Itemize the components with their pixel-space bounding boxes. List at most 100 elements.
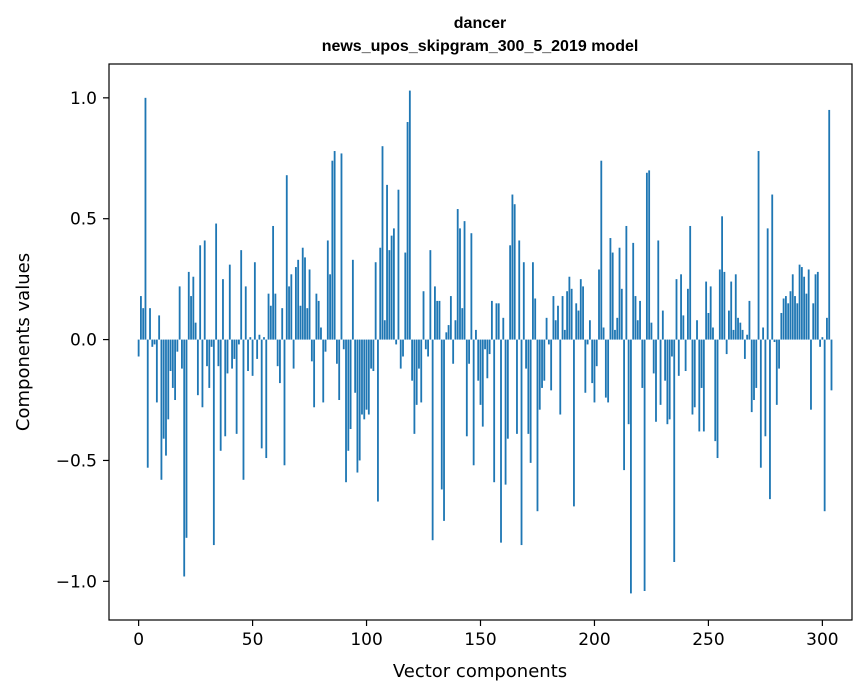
bar-component-119 (408, 90, 411, 340)
bar-component-265 (741, 329, 744, 340)
bar-component-266 (743, 339, 746, 359)
bar-component-272 (757, 151, 760, 340)
bar-component-143 (463, 221, 466, 340)
bar-component-1 (140, 296, 142, 340)
bar-component-48 (247, 339, 249, 372)
bar-component-204 (602, 327, 605, 340)
bar-component-88 (338, 339, 341, 401)
bar-component-183 (554, 320, 557, 340)
bar-component-20 (183, 339, 186, 577)
bar-component-154 (488, 339, 491, 355)
bar-component-271 (755, 339, 758, 388)
bar-component-106 (379, 247, 382, 340)
bar-component-146 (470, 233, 473, 340)
bar-component-91 (345, 339, 347, 483)
bar-component-177 (541, 339, 543, 388)
bar-component-23 (190, 296, 192, 340)
bar-component-196 (584, 339, 587, 393)
bar-component-46 (242, 339, 245, 480)
bar-component-235 (673, 339, 676, 562)
bar-component-24 (192, 276, 195, 340)
bar-component-137 (449, 296, 452, 340)
bar-component-153 (486, 339, 489, 379)
bar-component-44 (238, 339, 240, 345)
bar-component-69 (294, 267, 297, 340)
x-tick-label: 250 (692, 630, 724, 650)
bar-component-195 (582, 286, 584, 340)
bar-component-157 (495, 303, 498, 340)
bar-component-131 (436, 300, 439, 340)
bar-component-56 (265, 339, 268, 459)
bar-component-132 (438, 300, 441, 340)
bar-component-167 (518, 240, 521, 340)
bar-component-102 (370, 339, 373, 369)
bar-component-82 (324, 339, 327, 352)
bar-component-62 (279, 339, 281, 384)
bar-component-238 (680, 274, 682, 340)
bar-component-254 (716, 339, 719, 459)
bar-component-126 (424, 339, 427, 350)
bar-component-152 (484, 339, 486, 350)
bar-component-13 (167, 339, 170, 420)
bar-component-166 (516, 339, 518, 434)
bar-component-133 (440, 339, 443, 490)
bar-component-17 (176, 339, 179, 352)
bar-component-27 (199, 245, 202, 340)
bar-component-10 (160, 339, 163, 480)
bar-component-113 (395, 339, 398, 345)
bar-component-244 (693, 339, 696, 408)
bar-component-286 (789, 291, 792, 340)
x-tick-label: 200 (578, 630, 610, 650)
bar-component-231 (664, 339, 667, 381)
bar-component-105 (377, 339, 379, 502)
bar-component-289 (796, 303, 799, 340)
bar-component-203 (600, 160, 603, 340)
bar-component-85 (331, 160, 334, 340)
bar-component-74 (306, 308, 309, 340)
bar-component-208 (611, 252, 614, 340)
bar-component-201 (595, 339, 598, 367)
bar-component-290 (798, 264, 801, 340)
bar-component-9 (158, 315, 161, 340)
bar-component-169 (522, 262, 525, 340)
bar-component-107 (381, 146, 384, 340)
bar-component-59 (272, 225, 275, 340)
bar-component-257 (723, 271, 726, 340)
bar-component-216 (630, 339, 632, 594)
bar-component-8 (155, 339, 158, 403)
bar-component-168 (520, 339, 523, 546)
bar-component-180 (547, 339, 550, 345)
bar-component-78 (315, 293, 318, 340)
bar-component-226 (652, 339, 655, 374)
bar-component-50 (251, 339, 254, 376)
bar-component-104 (374, 262, 377, 340)
bar-component-302 (826, 317, 828, 340)
x-tick-label: 50 (242, 630, 264, 650)
bar-component-281 (778, 339, 780, 369)
bar-component-182 (552, 296, 555, 340)
bar-component-111 (390, 235, 393, 340)
bar-component-261 (732, 329, 735, 340)
bar-component-162 (506, 339, 509, 439)
bar-component-269 (750, 339, 753, 413)
bar-component-163 (509, 245, 512, 340)
bar-component-186 (561, 296, 564, 340)
bar-component-274 (762, 327, 765, 340)
bar-component-249 (705, 281, 708, 340)
bar-component-112 (392, 228, 395, 340)
bar-component-81 (322, 339, 325, 403)
bar-component-200 (593, 339, 596, 403)
bar-component-250 (707, 312, 710, 340)
y-tick-label: −0.5 (56, 451, 97, 471)
bar-component-267 (746, 334, 749, 340)
bar-component-145 (468, 339, 471, 364)
bar-component-230 (661, 310, 664, 340)
bar-component-176 (538, 339, 541, 410)
bar-component-223 (645, 172, 648, 340)
bar-component-211 (618, 247, 621, 340)
bar-component-120 (411, 339, 414, 381)
bar-component-101 (367, 339, 370, 415)
bar-component-187 (563, 329, 566, 340)
bar-component-98 (361, 339, 363, 415)
bar-component-270 (753, 339, 755, 401)
